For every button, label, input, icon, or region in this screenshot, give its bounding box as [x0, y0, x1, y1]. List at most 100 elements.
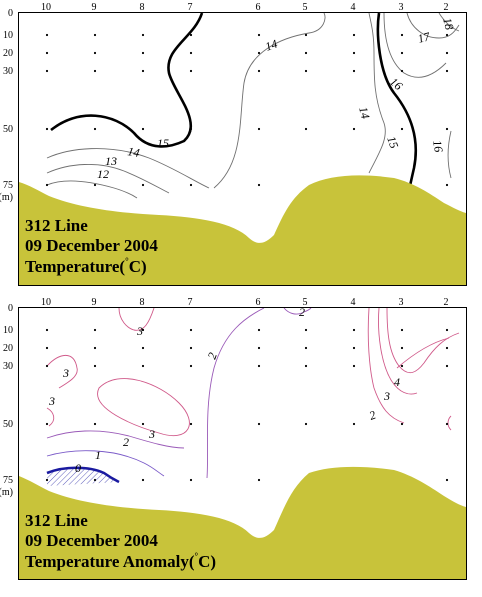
station-dot	[93, 346, 97, 350]
station-dot	[352, 33, 356, 37]
station-dot	[141, 33, 145, 37]
station-dot	[400, 364, 404, 368]
station-dot	[45, 364, 49, 368]
y-unit-label: (m)	[0, 192, 13, 203]
station-dot	[304, 33, 308, 37]
seafloor-area	[19, 466, 466, 579]
station-dot	[304, 127, 308, 131]
station-dot	[445, 51, 449, 55]
station-dot	[45, 478, 49, 482]
label-2-left: 2	[123, 435, 129, 449]
station-dots	[45, 33, 449, 187]
station-dot	[141, 51, 145, 55]
station-dot	[400, 69, 404, 73]
station-dot	[352, 69, 356, 73]
y-tick-label: 30	[3, 361, 13, 372]
temperature-contour-plot: 12 13 14 15 14 14 15 16 16 17 18 312 Lin…	[19, 13, 466, 285]
station-dot	[445, 183, 449, 187]
y-tick-label: 50	[3, 124, 13, 135]
station-dot	[189, 33, 193, 37]
seafloor-area	[19, 175, 466, 285]
y-tick-label: 0	[8, 8, 13, 19]
station-dot	[141, 364, 145, 368]
label-12: 12	[97, 167, 109, 181]
station-dot	[141, 328, 145, 332]
station-dot	[257, 364, 261, 368]
station-dot	[445, 478, 449, 482]
contour-12	[46, 180, 138, 199]
label-3-oval: 3	[148, 427, 155, 441]
contour-15-right	[376, 13, 418, 199]
contour-3-right	[378, 308, 418, 395]
station-dot	[93, 127, 97, 131]
station-dot	[45, 127, 49, 131]
station-dot	[45, 346, 49, 350]
station-dot	[445, 328, 449, 332]
station-dot	[257, 51, 261, 55]
station-dot	[93, 422, 97, 426]
y-tick-label: 75	[3, 475, 13, 486]
label-18: 18	[440, 16, 457, 31]
station-dot	[189, 51, 193, 55]
station-dot	[141, 69, 145, 73]
y-tick-label: 50	[3, 419, 13, 430]
station-dot	[304, 364, 308, 368]
label-1: 1	[95, 448, 101, 462]
station-dot	[189, 328, 193, 332]
station-dot	[189, 183, 193, 187]
temperature-contour-labels: 12 13 14 15 14 14 15 16 16 17 18	[97, 16, 457, 181]
station-dot	[141, 183, 145, 187]
label-3-top: 3	[136, 324, 143, 338]
station-dot	[304, 422, 308, 426]
label-14-left: 14	[126, 144, 140, 160]
y-tick-label: 10	[3, 325, 13, 336]
station-dot	[141, 422, 145, 426]
station-dot	[93, 478, 97, 482]
station-dot	[257, 422, 261, 426]
station-dot	[93, 328, 97, 332]
station-dot	[400, 422, 404, 426]
anomaly-contour-labels: 0 1 2 3 3 3 3 2 2 4 3 2	[48, 308, 400, 475]
y-tick-label: 20	[3, 343, 13, 354]
station-dot	[257, 127, 261, 131]
label-15-right: 15	[384, 134, 401, 150]
station-dot	[257, 346, 261, 350]
contour-3-farright	[396, 337, 450, 369]
label-15-left: 15	[157, 136, 169, 150]
station-dot	[445, 364, 449, 368]
temperature-panel: 12 13 14 15 14 14 15 16 16 17 18 312 Lin…	[18, 12, 467, 286]
line-title: 312 Line	[25, 511, 88, 530]
label-4: 4	[394, 375, 400, 389]
station-dot	[93, 33, 97, 37]
contour-0	[46, 466, 120, 484]
station-dot	[189, 422, 193, 426]
station-dot	[400, 346, 404, 350]
station-dot	[189, 478, 193, 482]
temperature-contour-lines	[46, 13, 460, 199]
y-tick-label: 30	[3, 66, 13, 77]
station-dot	[304, 51, 308, 55]
station-dot	[45, 422, 49, 426]
y-tick-label: 75	[3, 180, 13, 191]
variable-label: Temperature(°C)	[25, 256, 147, 276]
label-16: 16	[387, 75, 405, 93]
contour-4-right	[386, 308, 460, 374]
label-2-right: 2	[367, 408, 377, 423]
station-dot	[189, 127, 193, 131]
contour-3-left	[46, 354, 78, 389]
station-dot	[141, 346, 145, 350]
contour-3-oval	[97, 378, 190, 437]
station-dot	[93, 51, 97, 55]
contour-16	[383, 13, 447, 78]
anomaly-contour-lines	[46, 308, 460, 486]
station-dot	[189, 364, 193, 368]
y-tick-label: 0	[8, 303, 13, 314]
y-tick-label: 10	[3, 30, 13, 41]
label-3-left: 3	[62, 366, 69, 380]
contour-13	[46, 164, 170, 194]
station-dot	[352, 422, 356, 426]
label-2-top: 2	[299, 308, 305, 319]
station-dot	[93, 183, 97, 187]
contour-14-middle	[213, 13, 326, 189]
contour-16-right	[447, 130, 452, 179]
